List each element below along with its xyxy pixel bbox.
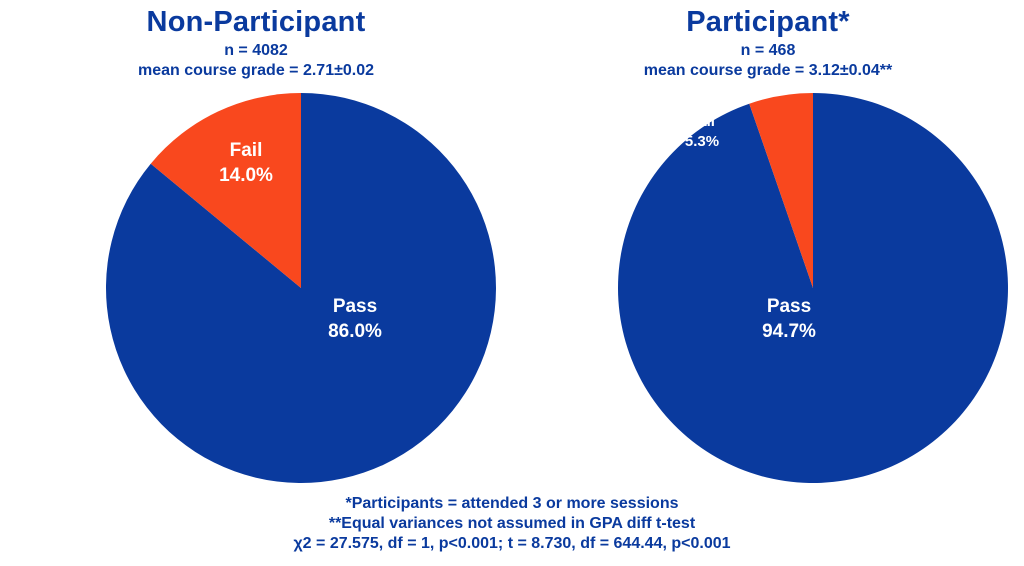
footnote-statistics: χ2 = 27.575, df = 1, p<0.001; t = 8.730,… (293, 535, 731, 552)
sample-size: n = 4082 (224, 42, 288, 59)
non-participant-chart: Non-Participant n = 4082 mean course gra… (0, 0, 512, 500)
slice-value-pass: 86.0% (328, 321, 382, 342)
slice-label-fail: Fail (230, 140, 263, 161)
footnotes: *Participants = attended 3 or more sessi… (0, 494, 1024, 554)
mean-course-grade: mean course grade = 3.12±0.04** (643, 62, 893, 79)
slice-label-fail: Fail (689, 113, 715, 130)
chart-title: Non-Participant (146, 6, 366, 38)
slice-value-pass: 94.7% (762, 321, 816, 342)
footnote-participants: *Participants = attended 3 or more sessi… (345, 495, 679, 512)
chart-title: Participant* (686, 6, 850, 38)
slice-value-fail: 14.0% (219, 165, 273, 186)
sample-size: n = 468 (740, 42, 796, 59)
pie-slice-fail (150, 93, 301, 288)
pie-chart: Pass 86.0% Fail 14.0% (105, 93, 496, 484)
participant-chart: Participant* n = 468 mean course grade =… (512, 0, 1024, 500)
slice-label-pass: Pass (333, 296, 377, 317)
slice-label-pass: Pass (767, 296, 811, 317)
slice-value-fail: 5.3% (685, 133, 719, 150)
footnote-variances: **Equal variances not assumed in GPA dif… (328, 515, 696, 532)
pie-chart: Pass 94.7% Fail 5.3% (617, 93, 1008, 483)
pie-slice-pass (105, 93, 496, 484)
mean-course-grade: mean course grade = 2.71±0.02 (137, 62, 375, 79)
pie-slice-fail (749, 93, 813, 288)
pie-slice-pass (617, 93, 1008, 483)
